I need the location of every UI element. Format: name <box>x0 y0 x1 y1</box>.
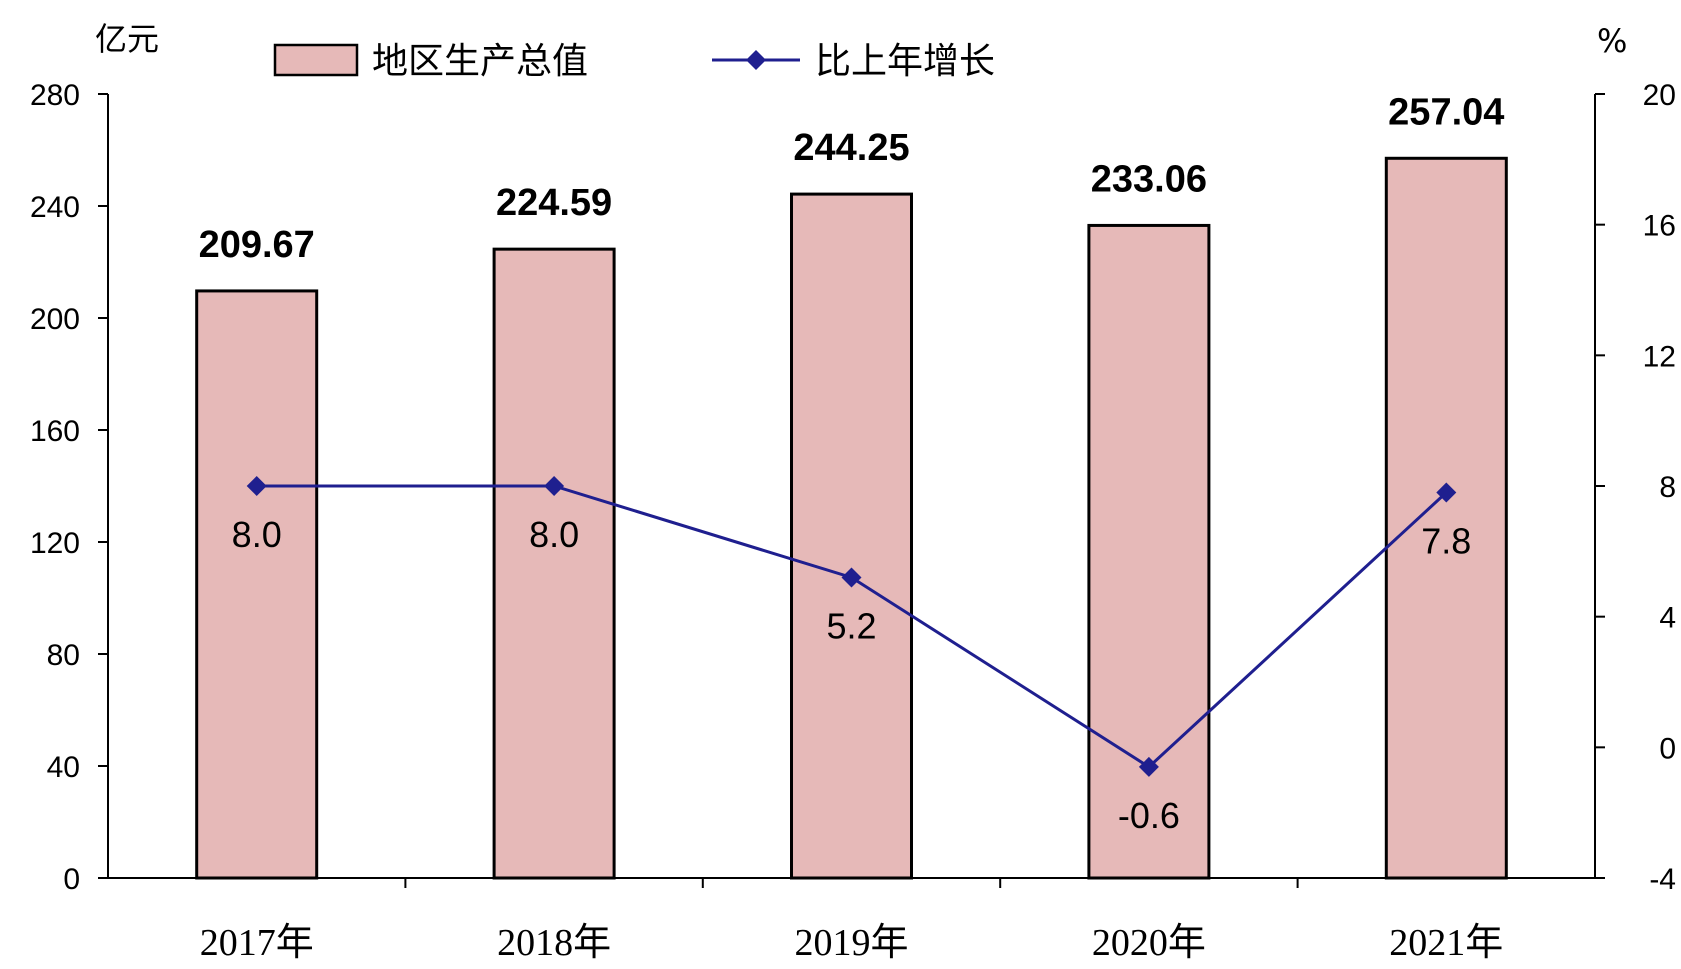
line-value-label: -0.6 <box>1118 795 1180 836</box>
left-tick-label: 120 <box>30 527 80 560</box>
data-labels: 209.67 224.59 244.25 233.06 257.04 8.0 8.0 5.2 -… <box>199 91 1505 836</box>
left-tick-label: 0 <box>63 863 80 896</box>
bar-gdp <box>492 247 616 880</box>
line-marker-growth <box>544 476 565 496</box>
right-axis-ticks: -4 0 4 8 12 16 20 <box>1595 79 1676 896</box>
line-marker-growth <box>1436 482 1457 503</box>
bar-gdp <box>1384 156 1508 880</box>
legend-marker-growth <box>746 50 766 70</box>
line-series <box>246 476 1457 777</box>
left-tick-label: 240 <box>30 191 80 224</box>
right-axis-unit: % <box>1597 22 1627 60</box>
bar-value-label: 209.67 <box>199 224 315 266</box>
left-axis-ticks: 0 40 80 120 160 200 240 280 <box>30 79 108 896</box>
line-marker-growth <box>246 476 267 496</box>
bar-gdp <box>1087 223 1211 880</box>
bar-series <box>195 156 1508 880</box>
x-axis-ticks: 2017年 2018年 2019年 2020年 2021年 <box>200 878 1503 964</box>
legend-label-gdp: 地区生产总值 <box>372 41 588 82</box>
right-tick-label: 8 <box>1659 471 1676 504</box>
x-tick-label: 2019年 <box>794 922 908 964</box>
legend: 地区生产总值 比上年增长 <box>273 41 995 82</box>
line-value-label: 7.8 <box>1421 521 1471 562</box>
x-tick-label: 2018年 <box>497 922 611 964</box>
line-marker-growth <box>1138 756 1159 777</box>
right-tick-label: 4 <box>1659 602 1676 635</box>
right-tick-label: 12 <box>1643 340 1676 373</box>
bar-gdp <box>790 192 913 880</box>
right-tick-label: -4 <box>1649 863 1676 896</box>
left-tick-label: 40 <box>47 751 80 784</box>
bar-value-label: 224.59 <box>496 182 612 224</box>
bar-value-label: 244.25 <box>793 127 909 169</box>
x-tick-label: 2020年 <box>1092 922 1206 964</box>
left-tick-label: 280 <box>30 79 80 112</box>
left-axis-unit: 亿元 <box>95 20 159 58</box>
bar-gdp <box>195 289 319 880</box>
line-value-label: 5.2 <box>826 605 876 646</box>
bar-value-label: 257.04 <box>1388 91 1504 133</box>
x-tick-label: 2017年 <box>200 922 314 964</box>
left-tick-label: 160 <box>30 415 80 448</box>
right-tick-label: 0 <box>1659 732 1676 765</box>
right-tick-label: 20 <box>1643 79 1676 112</box>
bar-value-label: 233.06 <box>1091 158 1207 200</box>
left-tick-label: 200 <box>30 303 80 336</box>
x-tick-label: 2021年 <box>1389 922 1503 964</box>
legend-label-growth: 比上年增长 <box>815 41 995 82</box>
left-tick-label: 80 <box>47 639 80 672</box>
line-marker-growth <box>841 567 862 588</box>
legend-swatch-gdp <box>273 43 359 77</box>
right-tick-label: 16 <box>1643 210 1676 243</box>
line-value-label: 8.0 <box>529 514 579 555</box>
line-value-label: 8.0 <box>232 514 282 555</box>
